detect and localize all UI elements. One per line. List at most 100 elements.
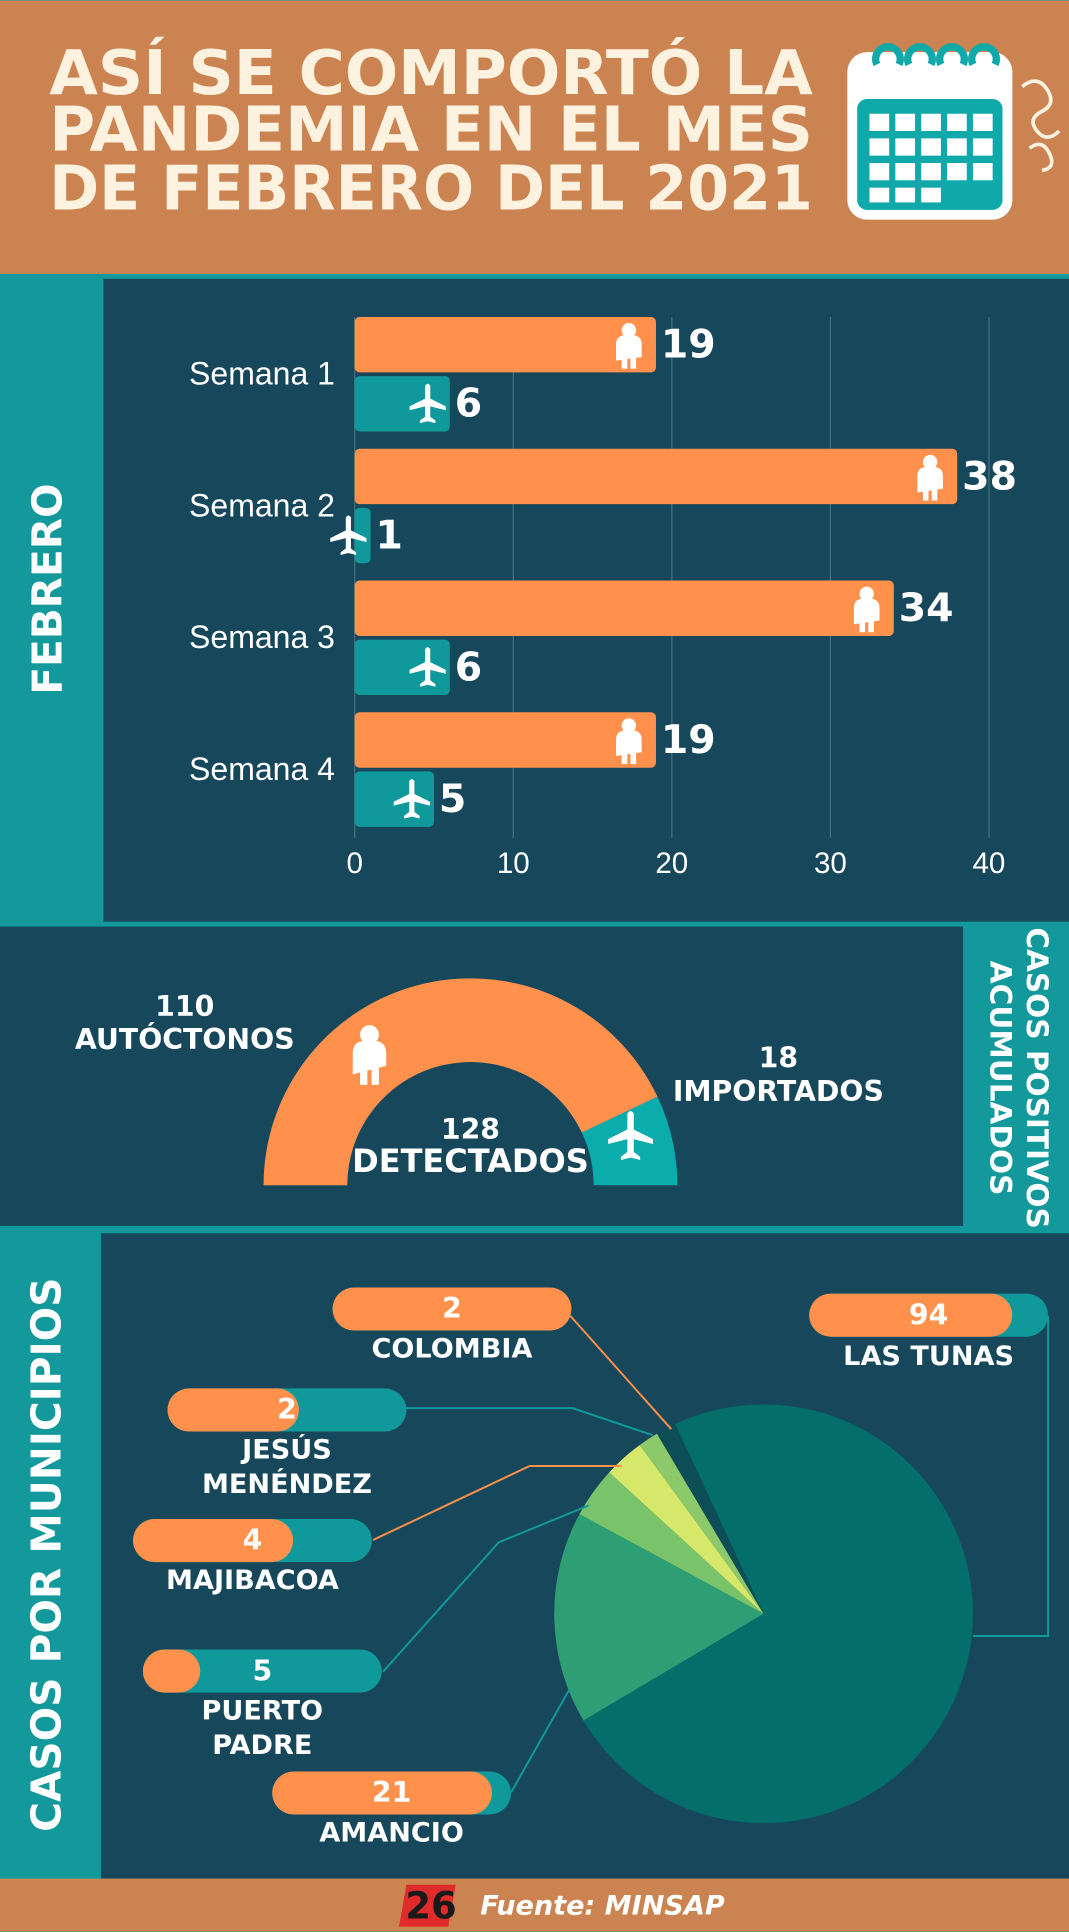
value-label: 4 (243, 1524, 263, 1557)
footer-bg (0, 1878, 1069, 1932)
category-label: COLOMBIA (371, 1334, 533, 1366)
pie-slice (609, 1444, 764, 1614)
value-label: 6 (455, 644, 482, 690)
icon-part (931, 486, 938, 501)
bar (354, 507, 371, 564)
value-label: 6 (455, 381, 482, 427)
pie-slice (579, 1472, 764, 1614)
leader-line (382, 1504, 590, 1673)
x-tick-label: 10 (497, 847, 530, 880)
person-icon (917, 454, 943, 501)
section-label: FEBRERO (23, 483, 71, 694)
plane-icon (409, 647, 446, 687)
icon-part (859, 586, 874, 602)
plane-icon (330, 515, 367, 555)
pill (809, 1293, 1013, 1337)
leader-line (972, 1315, 1050, 1637)
label-box: LAS TUNAS (843, 1341, 1015, 1373)
value-label: 21 (372, 1776, 411, 1809)
section-label: CASOS POR MUNICIPIOS (22, 1278, 70, 1832)
source: Fuente: MINSAP (480, 1890, 725, 1921)
x-tick-label: 30 (814, 847, 847, 880)
category-label: MAJIBACOA (166, 1565, 339, 1597)
label-box: AMANCIO (319, 1818, 464, 1850)
x-tick-label: 40 (973, 847, 1006, 880)
leader-line (569, 1315, 672, 1430)
pie-slice (583, 1404, 973, 1824)
icon-part (360, 1025, 379, 1045)
value-label: 18 (759, 1042, 798, 1075)
category-label: LAS TUNAS (843, 1341, 1015, 1373)
icon-part (917, 466, 943, 493)
title-line: DE FEBRERO DEL 2021 (49, 153, 813, 225)
value-label: 1 (375, 513, 402, 559)
logo-text: 26 (405, 1885, 456, 1928)
icon-part (371, 1066, 379, 1085)
person-icon (853, 586, 880, 633)
leader-line (372, 1465, 622, 1541)
value-label: 19 (661, 717, 716, 763)
icon-part (859, 617, 866, 633)
section-label: ACUMULADOS (983, 961, 1017, 1196)
label-box: COLOMBIA (371, 1334, 533, 1366)
value-label: 94 (909, 1298, 948, 1331)
icon-part (922, 454, 938, 470)
person-icon (616, 323, 642, 369)
total-label: DETECTADOS (352, 1142, 589, 1180)
pie-slice (639, 1433, 764, 1614)
leader-line (510, 1689, 570, 1793)
pie-slice (554, 1514, 764, 1721)
value-label: 5 (252, 1654, 272, 1687)
icon-part (621, 323, 637, 338)
pill (332, 1287, 572, 1331)
plane-icon (608, 1111, 653, 1160)
category-label: Semana 1 (189, 356, 335, 392)
value-label: 2 (442, 1292, 462, 1325)
pill (272, 1771, 492, 1815)
category-label: JESÚS MENÉNDEZ (201, 1435, 372, 1501)
label-box: PUERTO PADRE (201, 1696, 324, 1762)
icon-part (868, 617, 874, 633)
person-icon (616, 718, 642, 765)
category-label: Semana 2 (189, 487, 335, 523)
pill (142, 1649, 382, 1693)
icon-part (922, 486, 929, 501)
logo: 26 (399, 1885, 457, 1928)
icon-part (630, 354, 637, 369)
title-line: ASÍ SE COMPORTÓ LA (49, 36, 813, 109)
category-label: AUTÓCTONOS (75, 1022, 295, 1056)
icon-part (630, 749, 637, 765)
value-label: 2 (277, 1393, 297, 1426)
value-label: 38 (962, 453, 1017, 499)
label-box: MAJIBACOA (166, 1565, 339, 1597)
total-value: 128 (441, 1113, 500, 1146)
value-label: 5 (439, 776, 466, 822)
category-label: Semana 3 (189, 619, 335, 655)
leader-line (406, 1407, 654, 1437)
pill (133, 1518, 294, 1563)
value-label: 34 (899, 585, 954, 631)
panel-bg (0, 926, 964, 1226)
bar (354, 448, 958, 505)
icon-part (853, 598, 880, 625)
value-label: 110 (155, 990, 214, 1023)
category-label: IMPORTADOS (673, 1075, 884, 1108)
label-box: JESÚS MENÉNDEZ (201, 1435, 372, 1501)
bar (354, 316, 656, 373)
icon-part (621, 749, 628, 765)
bar (354, 712, 656, 768)
plane-icon (393, 779, 430, 819)
calendar-icon (847, 43, 1061, 220)
value-label: 19 (661, 322, 716, 368)
bar (354, 580, 894, 636)
section-label: CASOS POSITIVOS (1020, 927, 1054, 1228)
icon-part (621, 718, 637, 733)
plane-icon (409, 383, 446, 424)
category-label: Semana 4 (189, 751, 335, 787)
icon-part (616, 335, 642, 361)
category-label: PUERTO PADRE (201, 1696, 324, 1762)
pill (167, 1388, 299, 1432)
category-label: AMANCIO (319, 1818, 464, 1850)
icon-part (621, 354, 628, 369)
